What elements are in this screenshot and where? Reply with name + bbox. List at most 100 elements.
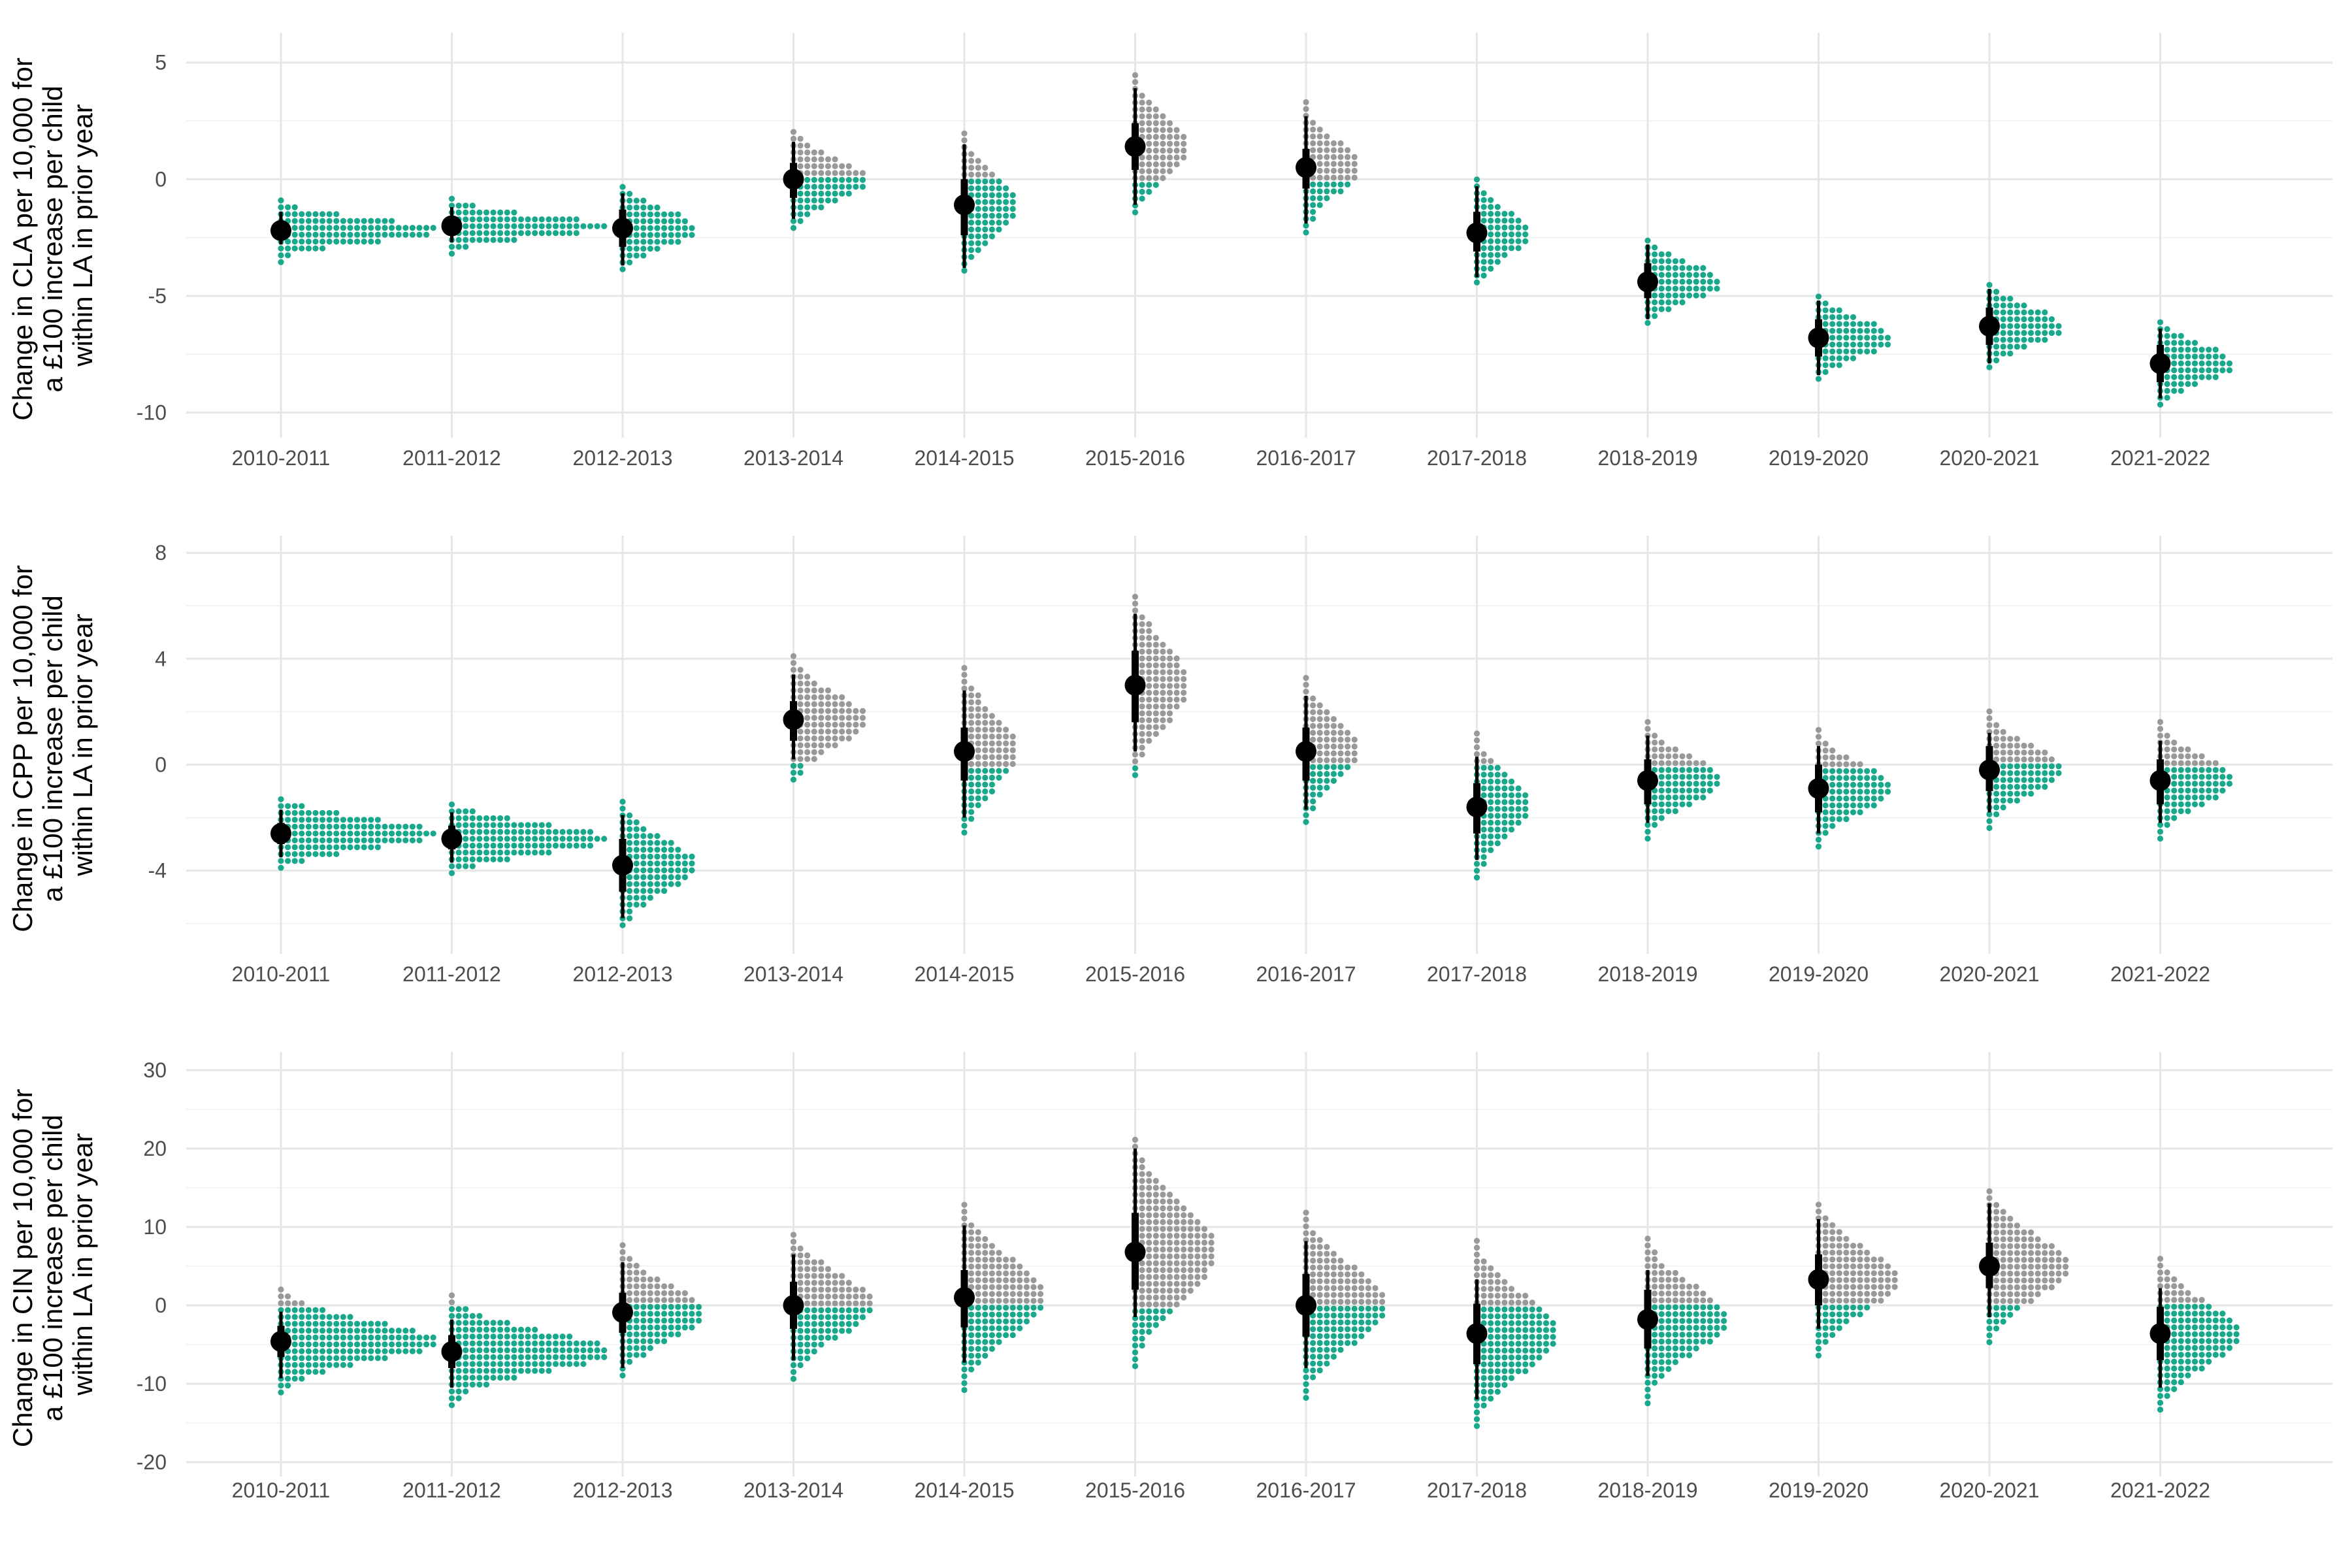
distribution-dot bbox=[1850, 335, 1857, 341]
distribution-dot bbox=[1501, 1375, 1508, 1381]
distribution-dot bbox=[483, 223, 490, 229]
distribution-dot bbox=[1658, 787, 1665, 794]
distribution-dot bbox=[961, 1208, 968, 1215]
distribution-dot bbox=[661, 853, 668, 860]
distribution-dot bbox=[1166, 1281, 1173, 1287]
distribution-dot bbox=[374, 1348, 382, 1354]
distribution-dot bbox=[668, 881, 674, 887]
distribution-dot bbox=[2007, 1284, 2014, 1290]
distribution-dot bbox=[1864, 1270, 1870, 1277]
distribution-dot bbox=[675, 1303, 681, 1310]
distribution-dot bbox=[1337, 1339, 1344, 1347]
distribution-dot bbox=[1351, 1312, 1358, 1319]
distribution-dot bbox=[1822, 747, 1829, 754]
distribution-dot bbox=[1550, 1320, 1556, 1326]
distribution-dot bbox=[2171, 374, 2178, 380]
distribution-dot bbox=[1672, 766, 1678, 774]
distribution-dot bbox=[1330, 750, 1337, 757]
distribution-dot bbox=[1665, 774, 1672, 780]
distribution-dot bbox=[1324, 1360, 1330, 1367]
distribution-dot bbox=[1993, 742, 2000, 749]
distribution-dot bbox=[961, 829, 968, 836]
distribution-dot bbox=[647, 1276, 654, 1282]
distribution-dot bbox=[1146, 1226, 1152, 1232]
distribution-dot bbox=[368, 238, 374, 245]
distribution-dot bbox=[1672, 1324, 1678, 1331]
distribution-dot bbox=[647, 1290, 654, 1296]
distribution-dot bbox=[1152, 648, 1159, 655]
distribution-dot bbox=[968, 1249, 975, 1256]
distribution-dot bbox=[285, 858, 291, 864]
distribution-dot bbox=[1693, 1290, 1699, 1297]
distribution-dot bbox=[1160, 717, 1166, 724]
distribution-dot bbox=[476, 1347, 483, 1354]
distribution-dot bbox=[2021, 783, 2027, 790]
distribution-dot bbox=[2014, 343, 2020, 350]
distribution-dot bbox=[825, 721, 832, 728]
distribution-dot bbox=[1652, 766, 1658, 774]
distribution-dot bbox=[2178, 333, 2184, 339]
distribution-dot bbox=[2021, 742, 2027, 749]
distribution-dot bbox=[640, 204, 647, 211]
distribution-dot bbox=[511, 1375, 517, 1381]
distribution-dot bbox=[1316, 709, 1323, 715]
distribution-dot bbox=[797, 694, 804, 700]
distribution-dot bbox=[2164, 1386, 2170, 1392]
distribution-dot bbox=[299, 830, 305, 837]
distribution-dot bbox=[647, 211, 654, 218]
distribution-dot bbox=[559, 1361, 566, 1367]
distribution-dot bbox=[278, 1293, 284, 1299]
point-estimate bbox=[783, 169, 804, 190]
distribution-dot bbox=[689, 1297, 695, 1303]
distribution-dot bbox=[2014, 749, 2020, 756]
distribution-dot bbox=[1488, 231, 1494, 238]
distribution-dot bbox=[2191, 787, 2198, 794]
distribution-dot bbox=[1665, 272, 1672, 278]
distribution-dot bbox=[1330, 140, 1337, 146]
distribution-dot bbox=[1515, 1327, 1522, 1333]
distribution-dot bbox=[2164, 1290, 2170, 1296]
distribution-dot bbox=[2000, 791, 2006, 797]
distribution-dot bbox=[1700, 1324, 1707, 1331]
distribution-dot bbox=[825, 1328, 832, 1334]
distribution-dot bbox=[832, 163, 838, 169]
distribution-dot bbox=[1017, 1270, 1023, 1277]
distribution-dot bbox=[2157, 1276, 2164, 1282]
distribution-dot bbox=[1003, 727, 1009, 733]
distribution-dot bbox=[1003, 1311, 1009, 1318]
distribution-dot bbox=[2007, 309, 2014, 316]
distribution-dot bbox=[1707, 780, 1713, 787]
distribution-dot bbox=[1310, 216, 1316, 222]
distribution-dot bbox=[476, 1333, 483, 1340]
distribution-dot bbox=[2157, 828, 2164, 835]
distribution-dot bbox=[1330, 757, 1337, 764]
distribution-dot bbox=[1166, 120, 1173, 127]
distribution-dot bbox=[1864, 341, 1870, 348]
distribution-dot bbox=[483, 828, 490, 836]
distribution-dot bbox=[619, 1242, 626, 1249]
distribution-dot bbox=[982, 760, 988, 767]
distribution-dot bbox=[1501, 1382, 1508, 1388]
distribution-dot bbox=[797, 1279, 804, 1286]
distribution-dot bbox=[1173, 1232, 1180, 1239]
distribution-dot bbox=[2014, 756, 2020, 762]
distribution-dot bbox=[497, 209, 504, 216]
distribution-dot bbox=[423, 1334, 430, 1341]
distribution-dot bbox=[538, 836, 545, 842]
distribution-dot bbox=[1173, 1226, 1180, 1232]
distribution-dot bbox=[1324, 1278, 1330, 1284]
distribution-dot bbox=[368, 837, 374, 843]
distribution-dot bbox=[1501, 218, 1508, 224]
distribution-dot bbox=[640, 1317, 647, 1324]
distribution-dot bbox=[1986, 1332, 1993, 1339]
distribution-dot bbox=[811, 1293, 817, 1300]
distribution-dot bbox=[354, 1320, 361, 1327]
distribution-dot bbox=[1522, 792, 1529, 798]
distribution-dot bbox=[1365, 1292, 1371, 1298]
distribution-dot bbox=[1310, 709, 1316, 715]
distribution-dot bbox=[988, 192, 995, 199]
distribution-dot bbox=[552, 1354, 559, 1360]
distribution-dot bbox=[982, 1263, 988, 1270]
distribution-dot bbox=[483, 1367, 490, 1374]
distribution-dot bbox=[1822, 300, 1829, 307]
